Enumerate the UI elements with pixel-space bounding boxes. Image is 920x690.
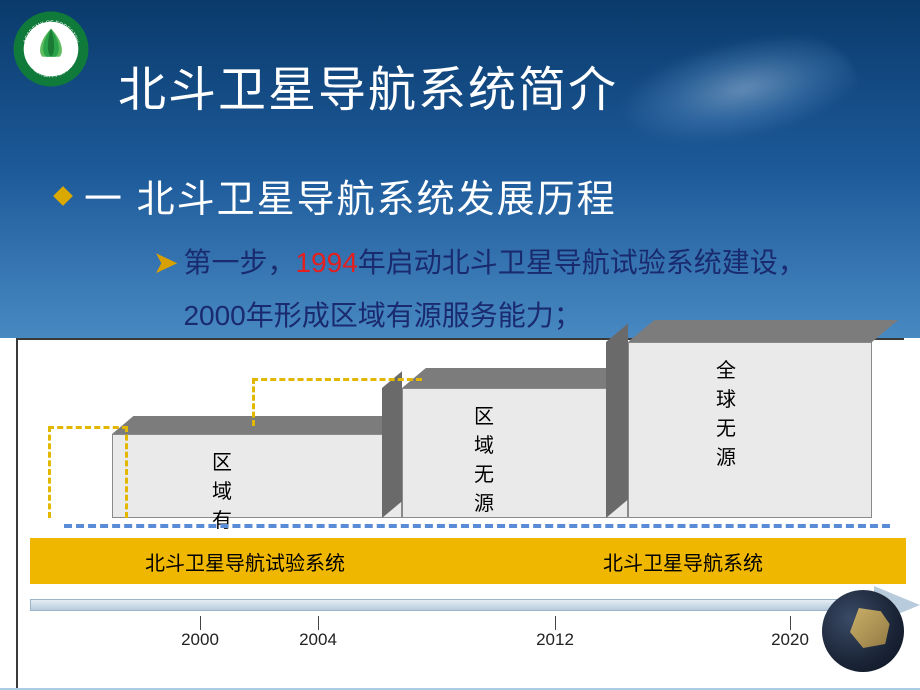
bullet-year-red: 1994 <box>295 247 357 278</box>
diamond-bullet-icon <box>53 186 73 206</box>
bullet-line1-rest: 年启动北斗卫星导航试验系统建设， <box>358 247 806 278</box>
yellow-bar: 北斗卫星导航试验系统 北斗卫星导航系统 <box>30 538 906 584</box>
dashed-baseline <box>64 524 890 528</box>
step-3-side <box>606 324 628 518</box>
diagram: 区域有源 区域无源 全球无源 北斗卫星导航试验系统 北斗卫星导航系统 <box>0 338 920 688</box>
tick-2004 <box>318 616 319 630</box>
subtitle-text: 北斗卫星导航系统发展历程 <box>137 179 617 221</box>
subtitle: 一 北斗卫星导航系统发展历程 <box>84 168 617 223</box>
logo-svg: ACADEMY OF FORESTRY 中国林业科学研究院 <box>12 10 90 88</box>
step-2-face <box>402 388 628 518</box>
tick-2000 <box>200 616 201 630</box>
step-3-top <box>628 320 898 342</box>
chevron-icon: ➤ <box>154 247 177 278</box>
tick-label-1: 2004 <box>299 630 337 650</box>
subtitle-number: 一 <box>84 179 124 221</box>
timeline-arrow <box>30 594 920 616</box>
yellow-bar-left: 北斗卫星导航试验系统 <box>30 538 460 584</box>
bullet-step-label: 第一步， <box>183 247 295 278</box>
bullet-line2: 2000年形成区域有源服务能力； <box>183 300 581 331</box>
slide: ACADEMY OF FORESTRY 中国林业科学研究院 北斗卫星导航系统简介… <box>0 0 920 690</box>
dashed-step-2 <box>252 378 422 426</box>
page-title: 北斗卫星导航系统简介 <box>118 50 618 120</box>
step-3-label: 全球无源 <box>716 354 737 470</box>
step-3-face <box>628 342 872 518</box>
timeline-bar <box>30 599 880 611</box>
tick-label-2: 2012 <box>536 630 574 650</box>
tick-label-3: 2020 <box>771 630 809 650</box>
dashed-step-1 <box>48 426 128 518</box>
tick-2012 <box>555 616 556 630</box>
tick-label-0: 2000 <box>181 630 219 650</box>
step-1-face <box>112 434 402 518</box>
step-2-label: 区域无源 <box>474 400 495 516</box>
tick-2020 <box>790 616 791 630</box>
subtitle-line: 一 北斗卫星导航系统发展历程 <box>56 168 617 223</box>
yellow-bar-right: 北斗卫星导航系统 <box>460 538 906 584</box>
logo: ACADEMY OF FORESTRY 中国林业科学研究院 <box>12 10 90 88</box>
corner-badge-icon <box>822 590 904 672</box>
